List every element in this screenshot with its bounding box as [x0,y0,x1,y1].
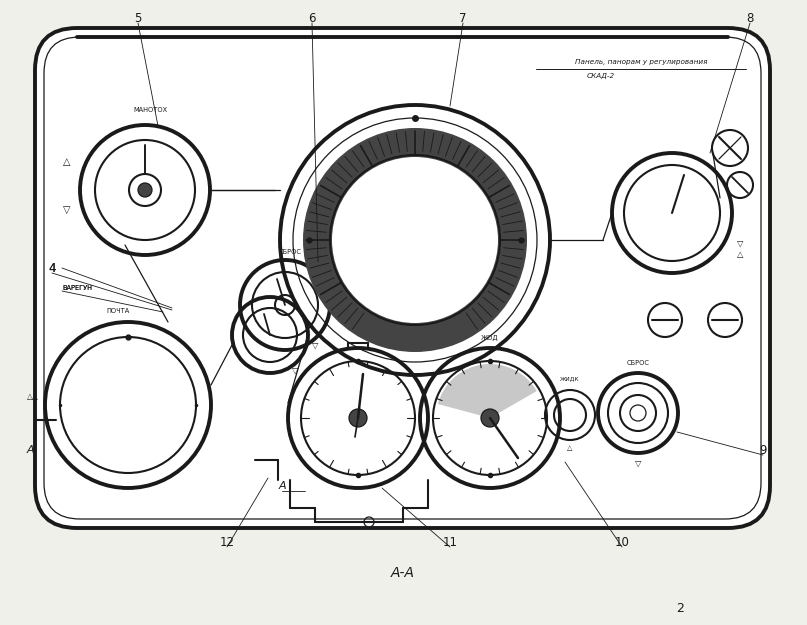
Text: ЖОД: ЖОД [481,335,499,341]
Text: △: △ [567,445,573,451]
Text: ▽: ▽ [635,459,642,468]
Circle shape [303,128,527,352]
Text: ▽: ▽ [292,366,299,374]
Text: △△: △△ [27,392,39,401]
Text: 9: 9 [759,444,767,456]
Text: △: △ [737,251,743,259]
Text: ▽: ▽ [737,239,743,248]
Text: 5: 5 [134,11,142,24]
Text: СКАД-2: СКАД-2 [587,73,615,79]
Circle shape [349,409,367,427]
FancyBboxPatch shape [35,28,770,528]
Text: Панель, панорам у регулирования: Панель, панорам у регулирования [575,59,707,65]
Text: △: △ [63,157,71,167]
Circle shape [138,183,152,197]
Text: ВАРЕГУН: ВАРЕГУН [62,285,92,291]
Text: 4: 4 [48,261,56,274]
Text: 6: 6 [308,11,316,24]
Text: 12: 12 [220,536,235,549]
Text: 10: 10 [615,536,629,549]
Text: ВАРЕГУН: ВАРЕГУН [62,285,92,291]
Text: 4: 4 [48,261,56,274]
Text: 8: 8 [746,11,754,24]
Circle shape [481,409,499,427]
Text: МАНОТОХ: МАНОТОХ [133,107,167,113]
Text: A: A [278,481,286,491]
Text: 2: 2 [676,601,684,614]
Circle shape [332,157,498,323]
Circle shape [408,233,422,247]
Text: A: A [26,445,34,455]
Text: А-А: А-А [391,566,415,580]
Text: ПОЧТА: ПОЧТА [107,308,130,314]
Text: ▽: ▽ [63,205,71,215]
Text: СБРОС: СБРОС [278,249,302,255]
Text: ЖИДК: ЖИДК [560,376,579,381]
Text: ▽: ▽ [312,341,318,349]
Text: СБРОС: СБРОС [626,360,650,366]
Text: 7: 7 [459,11,466,24]
Text: 11: 11 [442,536,458,549]
Wedge shape [438,364,537,418]
